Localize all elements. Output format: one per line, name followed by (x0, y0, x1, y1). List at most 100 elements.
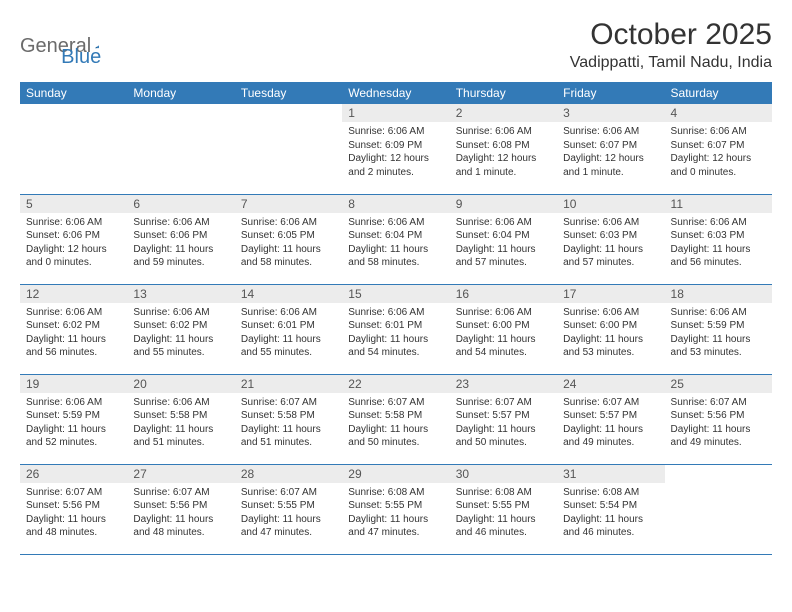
day-ss: Sunset: 5:54 PM (563, 499, 658, 513)
day-cell: 16Sunrise: 6:06 AMSunset: 6:00 PMDayligh… (450, 284, 557, 374)
day-ss: Sunset: 6:06 PM (133, 229, 228, 243)
day-details: Sunrise: 6:06 AMSunset: 6:04 PMDaylight:… (342, 213, 449, 273)
day-details: Sunrise: 6:06 AMSunset: 6:00 PMDaylight:… (450, 303, 557, 363)
day-number: 4 (665, 104, 772, 122)
day-cell: 26Sunrise: 6:07 AMSunset: 5:56 PMDayligh… (20, 464, 127, 554)
day-sr: Sunrise: 6:06 AM (26, 306, 121, 320)
day-number: 3 (557, 104, 664, 122)
day-cell: 23Sunrise: 6:07 AMSunset: 5:57 PMDayligh… (450, 374, 557, 464)
empty-cell (665, 464, 772, 554)
day-ss: Sunset: 6:00 PM (456, 319, 551, 333)
day-dl: Daylight: 11 hours and 50 minutes. (348, 423, 443, 450)
day-details: Sunrise: 6:06 AMSunset: 6:07 PMDaylight:… (665, 122, 772, 182)
day-ss: Sunset: 6:09 PM (348, 139, 443, 153)
day-number: 12 (20, 285, 127, 303)
day-details: Sunrise: 6:06 AMSunset: 6:09 PMDaylight:… (342, 122, 449, 182)
day-number: 25 (665, 375, 772, 393)
location: Vadippatti, Tamil Nadu, India (570, 54, 772, 72)
day-cell: 29Sunrise: 6:08 AMSunset: 5:55 PMDayligh… (342, 464, 449, 554)
day-dl: Daylight: 11 hours and 58 minutes. (348, 243, 443, 270)
day-cell: 18Sunrise: 6:06 AMSunset: 5:59 PMDayligh… (665, 284, 772, 374)
day-ss: Sunset: 5:55 PM (456, 499, 551, 513)
weekday-wednesday: Wednesday (342, 82, 449, 104)
day-sr: Sunrise: 6:07 AM (241, 396, 336, 410)
day-details: Sunrise: 6:06 AMSunset: 5:58 PMDaylight:… (127, 393, 234, 453)
weekday-tuesday: Tuesday (235, 82, 342, 104)
day-sr: Sunrise: 6:07 AM (671, 396, 766, 410)
day-sr: Sunrise: 6:06 AM (456, 125, 551, 139)
day-details: Sunrise: 6:06 AMSunset: 6:00 PMDaylight:… (557, 303, 664, 363)
day-ss: Sunset: 5:58 PM (241, 409, 336, 423)
day-number: 21 (235, 375, 342, 393)
day-sr: Sunrise: 6:06 AM (671, 125, 766, 139)
day-ss: Sunset: 6:07 PM (671, 139, 766, 153)
day-details: Sunrise: 6:06 AMSunset: 6:05 PMDaylight:… (235, 213, 342, 273)
day-dl: Daylight: 12 hours and 1 minute. (563, 152, 658, 179)
day-dl: Daylight: 11 hours and 57 minutes. (456, 243, 551, 270)
day-dl: Daylight: 11 hours and 59 minutes. (133, 243, 228, 270)
day-details: Sunrise: 6:08 AMSunset: 5:55 PMDaylight:… (450, 483, 557, 543)
day-ss: Sunset: 6:02 PM (133, 319, 228, 333)
logo: General Blue (20, 24, 101, 69)
month-title: October 2025 (570, 18, 772, 52)
day-cell: 7Sunrise: 6:06 AMSunset: 6:05 PMDaylight… (235, 194, 342, 284)
day-dl: Daylight: 12 hours and 0 minutes. (671, 152, 766, 179)
day-cell: 30Sunrise: 6:08 AMSunset: 5:55 PMDayligh… (450, 464, 557, 554)
day-number: 30 (450, 465, 557, 483)
day-dl: Daylight: 11 hours and 53 minutes. (563, 333, 658, 360)
day-number: 31 (557, 465, 664, 483)
day-details: Sunrise: 6:06 AMSunset: 6:03 PMDaylight:… (557, 213, 664, 273)
day-dl: Daylight: 12 hours and 0 minutes. (26, 243, 121, 270)
day-cell: 11Sunrise: 6:06 AMSunset: 6:03 PMDayligh… (665, 194, 772, 284)
day-number: 13 (127, 285, 234, 303)
day-cell: 19Sunrise: 6:06 AMSunset: 5:59 PMDayligh… (20, 374, 127, 464)
day-details: Sunrise: 6:07 AMSunset: 5:57 PMDaylight:… (557, 393, 664, 453)
day-cell: 31Sunrise: 6:08 AMSunset: 5:54 PMDayligh… (557, 464, 664, 554)
day-ss: Sunset: 5:59 PM (671, 319, 766, 333)
week-row: 5Sunrise: 6:06 AMSunset: 6:06 PMDaylight… (20, 194, 772, 284)
day-number: 1 (342, 104, 449, 122)
day-sr: Sunrise: 6:06 AM (348, 125, 443, 139)
day-cell: 12Sunrise: 6:06 AMSunset: 6:02 PMDayligh… (20, 284, 127, 374)
day-number: 16 (450, 285, 557, 303)
day-ss: Sunset: 5:56 PM (671, 409, 766, 423)
day-number: 8 (342, 195, 449, 213)
day-ss: Sunset: 6:03 PM (671, 229, 766, 243)
day-dl: Daylight: 11 hours and 48 minutes. (26, 513, 121, 540)
logo-word2: Blue (61, 46, 101, 69)
day-dl: Daylight: 11 hours and 49 minutes. (671, 423, 766, 450)
day-dl: Daylight: 11 hours and 58 minutes. (241, 243, 336, 270)
day-number: 11 (665, 195, 772, 213)
day-cell: 14Sunrise: 6:06 AMSunset: 6:01 PMDayligh… (235, 284, 342, 374)
day-number: 22 (342, 375, 449, 393)
day-sr: Sunrise: 6:08 AM (563, 486, 658, 500)
day-sr: Sunrise: 6:06 AM (241, 216, 336, 230)
day-details: Sunrise: 6:08 AMSunset: 5:55 PMDaylight:… (342, 483, 449, 543)
day-cell: 5Sunrise: 6:06 AMSunset: 6:06 PMDaylight… (20, 194, 127, 284)
title-block: October 2025 Vadippatti, Tamil Nadu, Ind… (570, 18, 772, 72)
day-ss: Sunset: 5:58 PM (133, 409, 228, 423)
day-sr: Sunrise: 6:06 AM (133, 396, 228, 410)
day-dl: Daylight: 11 hours and 51 minutes. (241, 423, 336, 450)
day-ss: Sunset: 6:01 PM (241, 319, 336, 333)
day-ss: Sunset: 6:08 PM (456, 139, 551, 153)
day-details: Sunrise: 6:06 AMSunset: 6:04 PMDaylight:… (450, 213, 557, 273)
weekday-monday: Monday (127, 82, 234, 104)
day-ss: Sunset: 6:05 PM (241, 229, 336, 243)
day-details: Sunrise: 6:07 AMSunset: 5:55 PMDaylight:… (235, 483, 342, 543)
day-dl: Daylight: 11 hours and 55 minutes. (133, 333, 228, 360)
day-details: Sunrise: 6:08 AMSunset: 5:54 PMDaylight:… (557, 483, 664, 543)
day-cell: 17Sunrise: 6:06 AMSunset: 6:00 PMDayligh… (557, 284, 664, 374)
day-sr: Sunrise: 6:06 AM (26, 216, 121, 230)
day-details: Sunrise: 6:07 AMSunset: 5:58 PMDaylight:… (342, 393, 449, 453)
day-sr: Sunrise: 6:06 AM (348, 216, 443, 230)
day-details: Sunrise: 6:07 AMSunset: 5:57 PMDaylight:… (450, 393, 557, 453)
day-sr: Sunrise: 6:07 AM (563, 396, 658, 410)
day-number: 5 (20, 195, 127, 213)
day-cell: 27Sunrise: 6:07 AMSunset: 5:56 PMDayligh… (127, 464, 234, 554)
day-ss: Sunset: 5:55 PM (241, 499, 336, 513)
day-dl: Daylight: 11 hours and 47 minutes. (241, 513, 336, 540)
day-details: Sunrise: 6:06 AMSunset: 6:02 PMDaylight:… (20, 303, 127, 363)
day-sr: Sunrise: 6:06 AM (456, 216, 551, 230)
empty-cell (127, 104, 234, 194)
